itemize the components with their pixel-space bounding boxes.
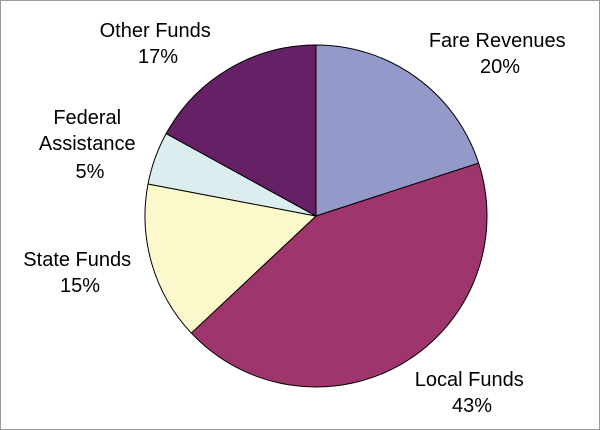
slice-label-state-funds: State Funds 15%	[23, 249, 136, 297]
slice-value-local-funds: 43%	[452, 395, 492, 417]
slice-value-fare-revenues: 20%	[480, 56, 520, 78]
slice-name-state-funds: State Funds	[23, 249, 131, 271]
slice-name-other-funds: Other Funds	[100, 20, 211, 42]
slice-value-federal-assistance: 5%	[76, 161, 105, 183]
slice-label-other-funds: Other Funds 17%	[100, 20, 217, 68]
slice-name-federal-line1: Federal	[53, 107, 121, 129]
pie-slices	[144, 44, 488, 388]
pie-slice-state-funds	[144, 183, 317, 334]
pie-slice-other-funds	[165, 44, 317, 217]
slice-label-federal-assistance: Federal Assistance 5%	[39, 107, 141, 183]
pie-slice-fare-revenues	[315, 44, 480, 217]
slice-name-federal-line2: Assistance	[39, 133, 136, 155]
slice-label-fare-revenues: Fare Revenues 20%	[429, 30, 571, 78]
slice-value-state-funds: 15%	[60, 275, 100, 297]
pie-slice-local-funds	[190, 162, 488, 388]
slice-label-local-funds: Local Funds 43%	[415, 369, 530, 417]
slice-name-fare-revenues: Fare Revenues	[429, 30, 566, 52]
slice-value-other-funds: 17%	[138, 46, 178, 68]
slice-name-local-funds: Local Funds	[415, 369, 524, 391]
